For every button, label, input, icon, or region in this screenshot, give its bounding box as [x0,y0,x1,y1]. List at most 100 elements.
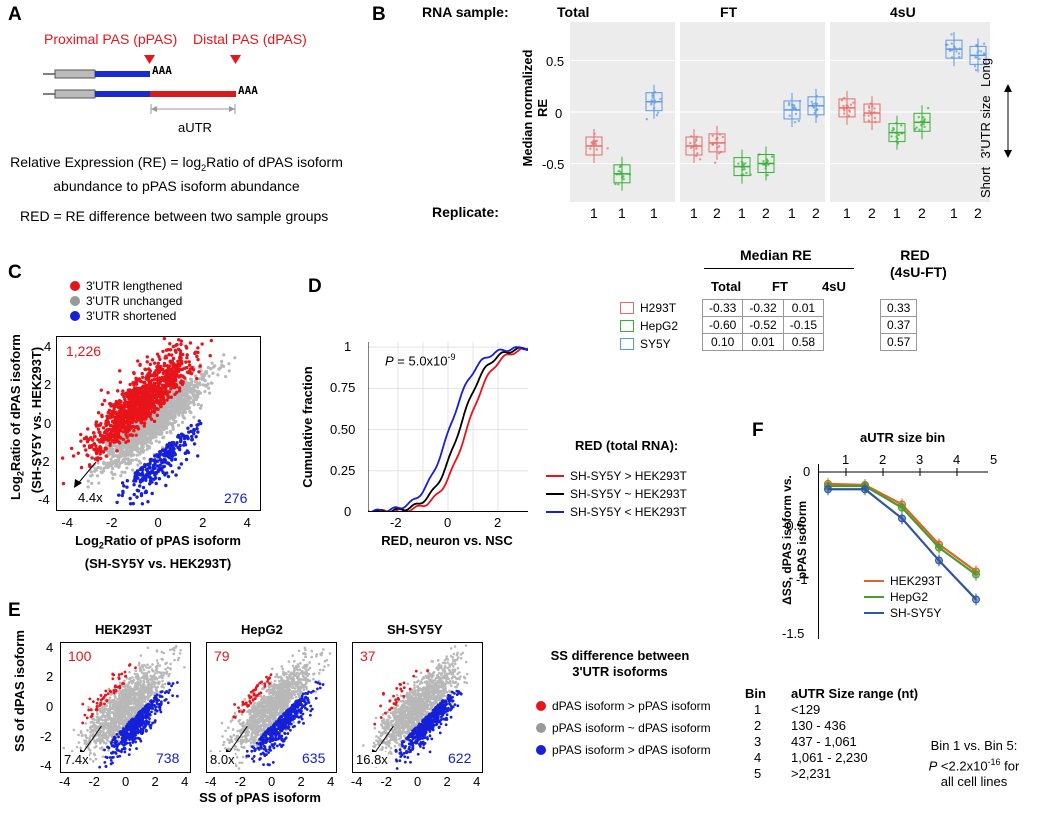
proximal-pas-label: Proximal PAS (pPAS) [44,31,178,47]
c-point-shortened [177,446,181,450]
e-point-ppas-gt [146,707,150,711]
polya-long: AAA [238,84,258,97]
c-point-lengthened [154,398,159,402]
e-point-similar [153,685,156,688]
c-point-lengthened [129,426,133,430]
panel-c-scatter [56,336,261,511]
e-point-similar [88,748,92,752]
c-point-shortened [141,465,145,470]
c-point-lengthened [128,408,132,412]
c-point-unchanged [169,422,173,426]
utr-size-label: 3'UTR size [978,95,993,159]
b-jitter-point [847,114,851,117]
c-point-unchanged [147,419,151,423]
e-point-ppas-gt [145,719,149,723]
e-point-similar [121,700,124,704]
c-point-unchanged [192,385,196,389]
c-point-lengthened [175,373,179,377]
c-point-lengthened [176,363,180,368]
c-point-lengthened [133,408,137,412]
c-point-shortened [184,457,189,462]
e-point-similar [83,742,87,745]
c-point-unchanged [156,422,160,426]
b-jitter-point [711,134,714,138]
c-point-lengthened [161,371,165,376]
e-point-similar [91,760,95,763]
e-point-similar [155,686,158,690]
e-point-similar [158,680,161,684]
b-jitter-point [810,100,813,103]
c-point-shortened [139,478,143,483]
e-point-similar [98,707,101,711]
e-point-ppas-gt [170,684,173,688]
e-point-similar [150,688,153,692]
c-point-lengthened [101,440,105,444]
e-point-ppas-gt [120,733,123,737]
e-point-similar [140,664,144,667]
replicate-label: Replicate: [432,204,499,220]
c-point-shortened [131,501,135,506]
c-point-shortened [179,439,183,444]
c-point-lengthened [139,421,144,425]
e-point-similar [110,721,114,725]
b-jitter-point [787,101,791,105]
e-point-ppas-gt [115,732,119,736]
median-re-rule [704,268,854,269]
c-point-unchanged [113,459,118,463]
e-point-similar [122,706,126,709]
c-point-lengthened [172,362,176,366]
c-point-unchanged [125,461,129,465]
c-point-shortened [179,462,184,466]
c-point-shortened [146,500,150,504]
e-point-ppas-gt [107,746,111,750]
e-point-similar [99,716,102,720]
e-point-similar [161,679,164,683]
e-point-similar [130,711,134,715]
c-point-lengthened [99,421,103,426]
c-point-unchanged [189,400,193,405]
c-point-lengthened [196,357,200,362]
b-jitter-point [890,135,893,138]
e-point-similar [118,716,121,719]
distal-pas-label: Distal PAS (dPAS) [193,31,307,47]
c-point-shortened [180,434,185,438]
e-point-similar [118,681,122,685]
c-point-lengthened [106,432,110,437]
c-point-lengthened [155,386,159,391]
c-point-unchanged [109,457,113,461]
c-point-shortened [169,463,173,468]
c-point-lengthened [157,354,161,359]
e-point-similar [142,675,145,678]
e-point-similar [106,710,110,714]
e-point-similar [124,716,127,719]
e-point-ppas-gt [153,694,157,698]
b-jitter-point [794,112,798,116]
e-point-similar [111,700,114,704]
b-jitter-point [918,128,921,131]
e-point-ppas-gt [158,694,162,698]
long-label: Long [978,58,993,87]
e-point-similar [154,676,157,679]
e-point-similar [155,666,159,670]
c-point-shortened [135,473,140,477]
c-point-unchanged [152,433,156,437]
c-point-unchanged [199,372,203,376]
b-jitter-point [721,135,725,139]
c-point-shortened [158,463,162,467]
c-point-unchanged [210,381,214,385]
c-point-lengthened [126,388,131,392]
c-point-unchanged [174,419,178,423]
c-point-lengthened [143,403,147,408]
e-point-similar [130,698,134,702]
e-point-similar [132,678,136,682]
e-point-similar [143,700,147,703]
c-point-lengthened [132,429,136,433]
c-point-lengthened [131,381,135,385]
c-point-unchanged [172,406,176,411]
c-point-lengthened [104,454,108,458]
c-point-unchanged [129,439,133,443]
c-point-lengthened [71,454,76,458]
group-total: Total [557,4,590,20]
c-point-unchanged [181,413,185,418]
c-point-lengthened [147,367,151,372]
